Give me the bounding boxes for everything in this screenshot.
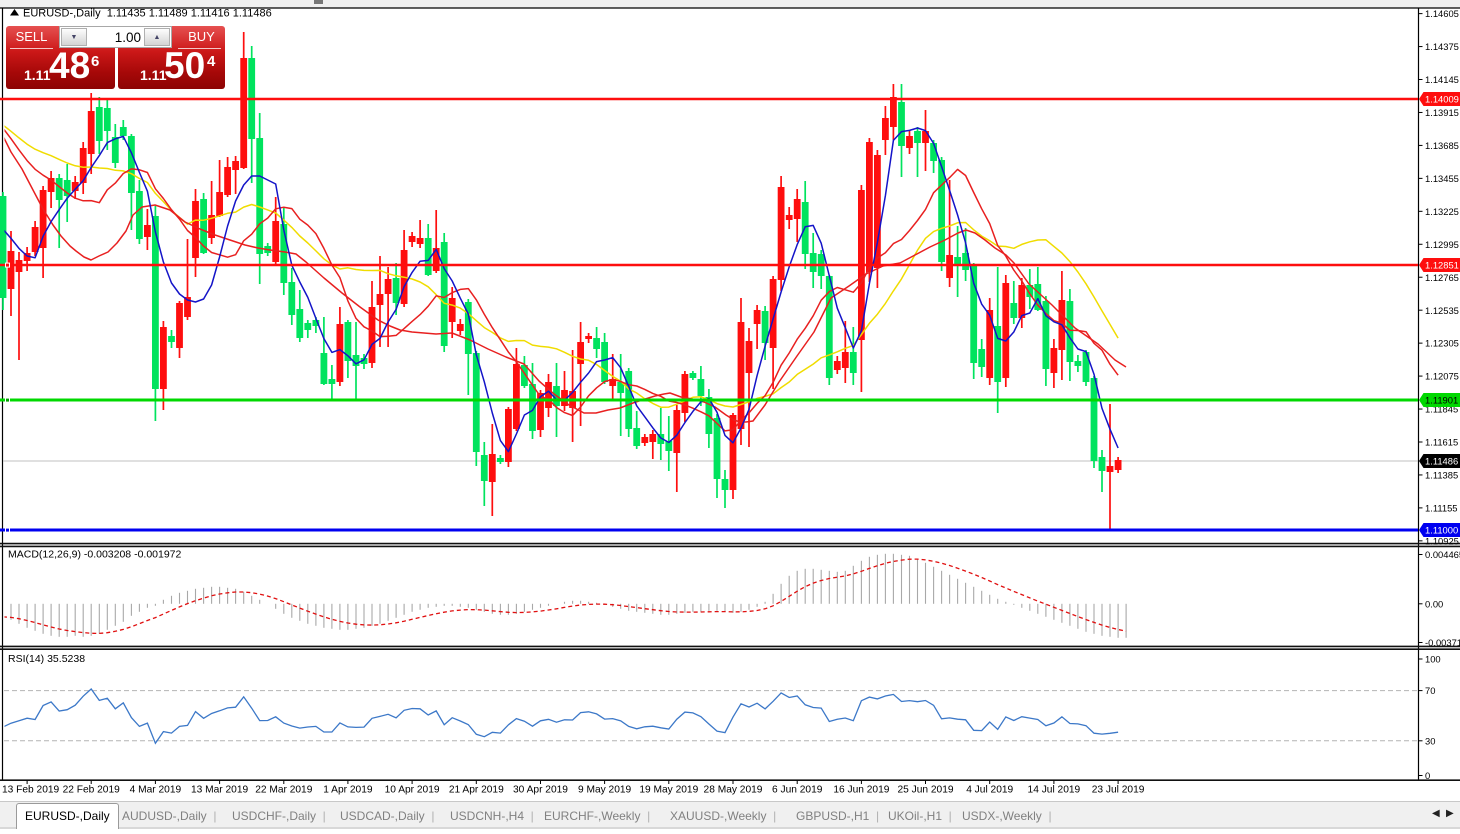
svg-text:1.13915: 1.13915 (1425, 107, 1459, 118)
svg-text:4 Mar 2019: 4 Mar 2019 (130, 785, 182, 796)
svg-text:1.12075: 1.12075 (1425, 371, 1459, 382)
svg-text:1.14375: 1.14375 (1425, 41, 1459, 52)
svg-text:1.11845: 1.11845 (1425, 404, 1458, 415)
svg-text:1.11615: 1.11615 (1425, 437, 1458, 448)
svg-text:19 May 2019: 19 May 2019 (639, 785, 698, 796)
svg-text:EURUSD-,Daily 1.11435 1.11489: EURUSD-,Daily 1.11435 1.11489 1.11416 1.… (23, 8, 272, 20)
svg-text:1.13225: 1.13225 (1425, 206, 1459, 217)
svg-text:6 Jun 2019: 6 Jun 2019 (772, 785, 823, 796)
svg-text:1.12535: 1.12535 (1425, 305, 1459, 316)
svg-text:1.11000: 1.11000 (1425, 525, 1458, 536)
svg-text:100: 100 (1425, 654, 1441, 665)
svg-text:28 May 2019: 28 May 2019 (704, 785, 763, 796)
svg-text:22 Mar 2019: 22 Mar 2019 (255, 785, 313, 796)
svg-text:23 Jul 2019: 23 Jul 2019 (1092, 785, 1145, 796)
svg-text:0: 0 (1425, 770, 1430, 781)
svg-text:30: 30 (1425, 735, 1435, 746)
svg-text:21 Apr 2019: 21 Apr 2019 (449, 785, 504, 796)
svg-text:1.11385: 1.11385 (1425, 470, 1458, 481)
svg-text:13 Mar 2019: 13 Mar 2019 (191, 785, 249, 796)
svg-text:25 Jun 2019: 25 Jun 2019 (897, 785, 953, 796)
svg-text:0.004465: 0.004465 (1425, 549, 1460, 560)
svg-text:1.12305: 1.12305 (1425, 338, 1459, 349)
svg-text:16 Jun 2019: 16 Jun 2019 (833, 785, 889, 796)
svg-text:4 Jul 2019: 4 Jul 2019 (966, 785, 1013, 796)
svg-text:RSI(14) 35.5238: RSI(14) 35.5238 (8, 653, 85, 665)
svg-text:30 Apr 2019: 30 Apr 2019 (513, 785, 568, 796)
svg-text:1.11901: 1.11901 (1425, 395, 1458, 406)
svg-text:0.00: 0.00 (1425, 598, 1443, 609)
svg-text:1.14605: 1.14605 (1425, 8, 1459, 19)
svg-text:13 Feb 2019: 13 Feb 2019 (2, 785, 60, 796)
svg-text:14 Jul 2019: 14 Jul 2019 (1028, 785, 1081, 796)
svg-text:1.13685: 1.13685 (1425, 140, 1459, 151)
svg-text:70: 70 (1425, 685, 1435, 696)
svg-text:1.14009: 1.14009 (1425, 94, 1459, 105)
svg-text:1.12995: 1.12995 (1425, 239, 1459, 250)
svg-text:MACD(12,26,9) -0.003208 -0.001: MACD(12,26,9) -0.003208 -0.001972 (8, 549, 182, 561)
svg-text:1 Apr 2019: 1 Apr 2019 (323, 785, 373, 796)
svg-text:1.12765: 1.12765 (1425, 272, 1459, 283)
svg-text:1.13455: 1.13455 (1425, 173, 1459, 184)
svg-text:10 Apr 2019: 10 Apr 2019 (385, 785, 440, 796)
svg-text:22 Feb 2019: 22 Feb 2019 (63, 785, 121, 796)
svg-text:1.14145: 1.14145 (1425, 74, 1459, 85)
svg-text:9 May 2019: 9 May 2019 (578, 785, 632, 796)
svg-text:1.12851: 1.12851 (1425, 260, 1459, 271)
svg-text:-0.003715: -0.003715 (1425, 637, 1460, 648)
svg-text:1.11486: 1.11486 (1425, 456, 1458, 467)
svg-text:1.11155: 1.11155 (1425, 502, 1458, 513)
svg-text:1.10925: 1.10925 (1425, 535, 1459, 546)
